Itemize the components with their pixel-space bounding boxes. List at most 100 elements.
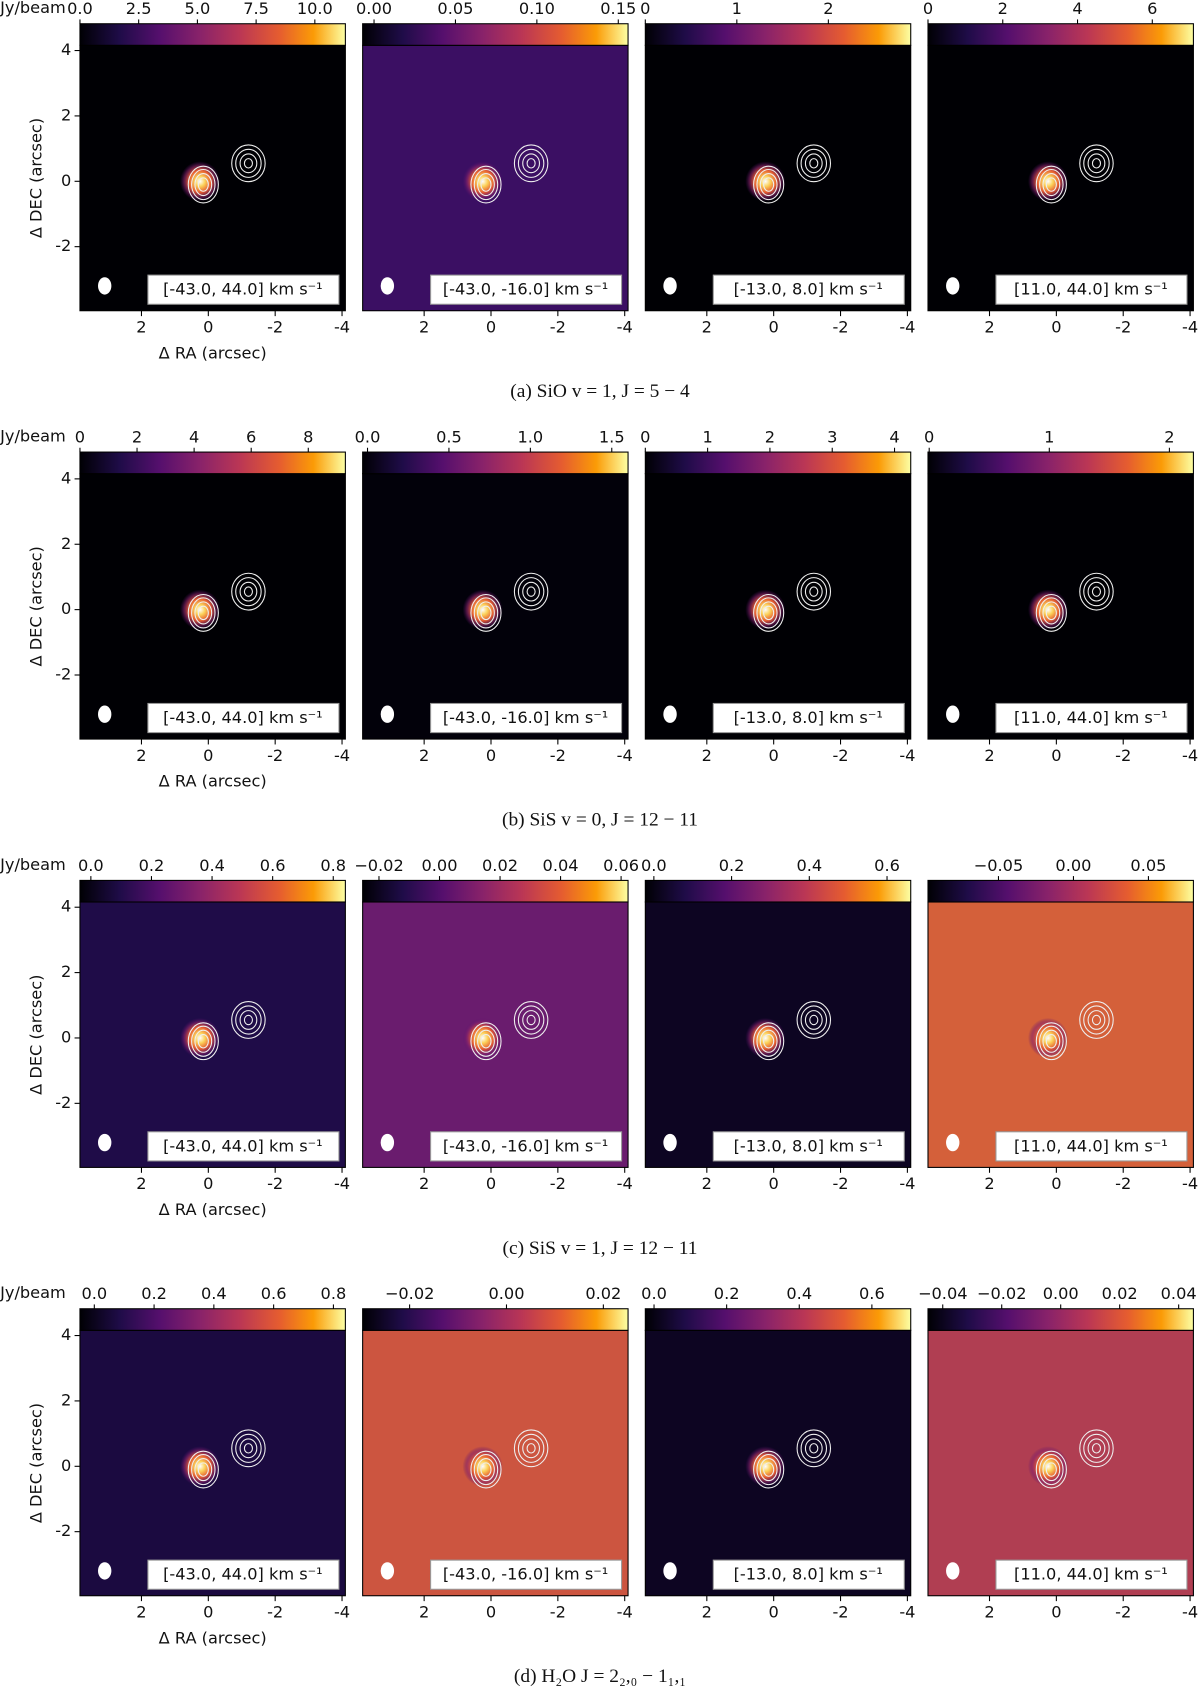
- x-tick-label: 0: [486, 1603, 496, 1622]
- x-tick-label: -2: [267, 746, 283, 765]
- x-tick-label: -4: [617, 746, 633, 765]
- contour: [235, 148, 262, 178]
- contour: [517, 148, 545, 178]
- x-tick-label: -4: [617, 1174, 633, 1193]
- colorbar: [79, 23, 346, 46]
- velocity-label: [11.0, 44.0] km s⁻¹: [1014, 1565, 1168, 1584]
- colorbar-tick-label: 2: [132, 428, 142, 447]
- x-tick-label: -2: [550, 317, 566, 336]
- colorbar-tick-label: 1: [702, 428, 712, 447]
- colorbar-tick-label: 0.02: [585, 1284, 621, 1303]
- source-glow: [1027, 161, 1069, 202]
- contour: [473, 597, 499, 629]
- x-tick-label: -2: [267, 1174, 283, 1193]
- source-glow: [462, 1446, 503, 1487]
- source-glow: [179, 589, 221, 630]
- contour: [480, 1034, 492, 1049]
- source-glow: [745, 161, 786, 202]
- x-tick-label: -2: [832, 1603, 848, 1622]
- contour: [1035, 165, 1067, 204]
- source-glow: [745, 1446, 786, 1487]
- colorbar-tick-label: 0.00: [356, 0, 392, 18]
- colorbar-tick-label: 0.4: [201, 1284, 227, 1303]
- contour: [1091, 586, 1102, 597]
- contour: [194, 172, 213, 197]
- velocity-label: [-43.0, 44.0] km s⁻¹: [163, 708, 323, 727]
- x-tick-label: -2: [832, 1174, 848, 1193]
- colorbar-tick-label: 1: [1044, 428, 1054, 447]
- contour: [804, 1010, 823, 1030]
- x-tick-label: 2: [419, 317, 429, 336]
- colorbar-tick-label: 0.6: [260, 856, 286, 875]
- y-tick-label: 0: [61, 1456, 71, 1475]
- contour: [243, 1443, 253, 1454]
- source-glow: [462, 589, 503, 630]
- contour: [1035, 1450, 1067, 1489]
- y-tick-label: 0: [61, 1027, 71, 1046]
- source-glow: [179, 1446, 221, 1487]
- contour: [235, 1005, 262, 1035]
- colorbar-tick-label: 0.10: [519, 0, 555, 18]
- x-tick-label: -4: [1182, 1603, 1198, 1622]
- contour: [1079, 144, 1114, 183]
- x-tick-label: -2: [267, 1603, 283, 1622]
- label-box: [430, 274, 623, 305]
- contour: [231, 144, 266, 183]
- colorbar-unit: Jy/beam: [0, 855, 66, 874]
- x-tick-label: -4: [899, 746, 915, 765]
- x-tick-label: -2: [550, 746, 566, 765]
- label-box: [995, 1131, 1188, 1162]
- contour: [1087, 153, 1106, 174]
- source-glow: [179, 1017, 221, 1059]
- colorbar-tick-label: −0.02: [977, 1284, 1027, 1303]
- colorbar-tick-label: 10.0: [297, 0, 333, 18]
- colorbar-tick-label: 0: [640, 428, 650, 447]
- colorbar-tick-label: 2.5: [126, 0, 152, 18]
- contour: [187, 593, 219, 632]
- contour: [513, 144, 549, 183]
- x-tick-label: 0: [1051, 317, 1061, 336]
- colorbar-tick-label: 5.0: [185, 0, 211, 18]
- x-tick-label: -2: [832, 317, 848, 336]
- contour: [1035, 593, 1067, 632]
- contour: [470, 165, 502, 204]
- contour: [191, 1025, 216, 1057]
- colorbar-tick-label: 4: [1072, 0, 1082, 18]
- contour: [763, 1034, 775, 1049]
- velocity-label: [-43.0, -16.0] km s⁻¹: [443, 708, 608, 727]
- x-tick-label: -4: [899, 1174, 915, 1193]
- beam: [98, 1562, 112, 1580]
- contour: [191, 1453, 216, 1486]
- colorbar: [644, 451, 912, 475]
- colorbar-tick-label: −0.02: [354, 856, 404, 875]
- colorbar-tick-label: 0: [923, 0, 933, 18]
- colorbar: [927, 451, 1194, 475]
- contour: [759, 172, 778, 197]
- colorbar-tick-label: 0.6: [859, 1284, 885, 1303]
- x-tick-label: 2: [419, 746, 429, 765]
- contour: [1042, 1029, 1061, 1053]
- x-tick-label: 0: [203, 1603, 213, 1622]
- contour: [1045, 1034, 1057, 1049]
- contour: [235, 577, 262, 607]
- source-glow: [1027, 589, 1069, 630]
- label-box: [995, 702, 1188, 734]
- x-tick-label: 0: [769, 1174, 779, 1193]
- colorbar-tick-label: 0.00: [421, 856, 457, 875]
- contour: [800, 1433, 828, 1463]
- contour: [470, 593, 502, 632]
- colorbar: [362, 879, 629, 903]
- colorbar: [644, 1308, 912, 1331]
- contour: [1039, 168, 1064, 201]
- colorbar-tick-label: −0.05: [974, 856, 1024, 875]
- colorbar-tick-label: 0.0: [81, 1284, 107, 1303]
- colorbar-tick-label: 0.00: [1043, 1284, 1079, 1303]
- colorbar-tick-label: 2: [765, 428, 775, 447]
- contour: [187, 165, 219, 204]
- x-tick-label: -4: [1182, 746, 1198, 765]
- x-tick-label: 0: [1051, 1603, 1061, 1622]
- contour: [1083, 148, 1110, 178]
- x-tick-label: 0: [769, 317, 779, 336]
- colorbar-tick-label: 0.2: [719, 856, 745, 875]
- contour: [1042, 172, 1061, 197]
